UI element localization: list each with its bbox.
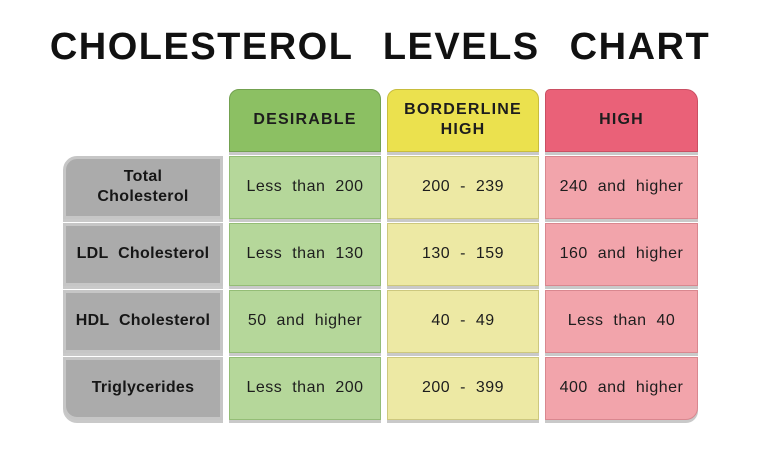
column-header-borderline-high: BORDERLINE HIGH	[387, 88, 539, 152]
cell-total-high: 240 and higher	[545, 155, 698, 219]
cell-total-borderline: 200 - 239	[387, 155, 539, 219]
cell-ldl-borderline: 130 - 159	[387, 222, 539, 286]
cell-hdl-borderline: 40 - 49	[387, 289, 539, 353]
cell-triglycerides-high: 400 and higher	[545, 356, 698, 420]
cell-total-desirable: Less than 200	[229, 155, 381, 219]
row-label-total-cholesterol: Total Cholesterol	[63, 155, 223, 219]
row-label-hdl-cholesterol: HDL Cholesterol	[63, 289, 223, 353]
table-corner-spacer	[63, 89, 223, 152]
cell-ldl-high: 160 and higher	[545, 222, 698, 286]
column-header-desirable: DESIRABLE	[229, 88, 381, 152]
page-title: CHOLESTEROL LEVELS CHART	[49, 26, 711, 68]
levels-table: DESIRABLE BORDERLINE HIGH HIGH Total Cho…	[63, 88, 698, 420]
cell-ldl-desirable: Less than 130	[229, 222, 381, 286]
column-header-high: HIGH	[545, 88, 698, 152]
row-label-triglycerides: Triglycerides	[63, 356, 223, 420]
cell-triglycerides-desirable: Less than 200	[229, 356, 381, 420]
cell-hdl-high: Less than 40	[545, 289, 698, 353]
cell-triglycerides-borderline: 200 - 399	[387, 356, 539, 420]
row-label-ldl-cholesterol: LDL Cholesterol	[63, 222, 223, 286]
cell-hdl-desirable: 50 and higher	[229, 289, 381, 353]
